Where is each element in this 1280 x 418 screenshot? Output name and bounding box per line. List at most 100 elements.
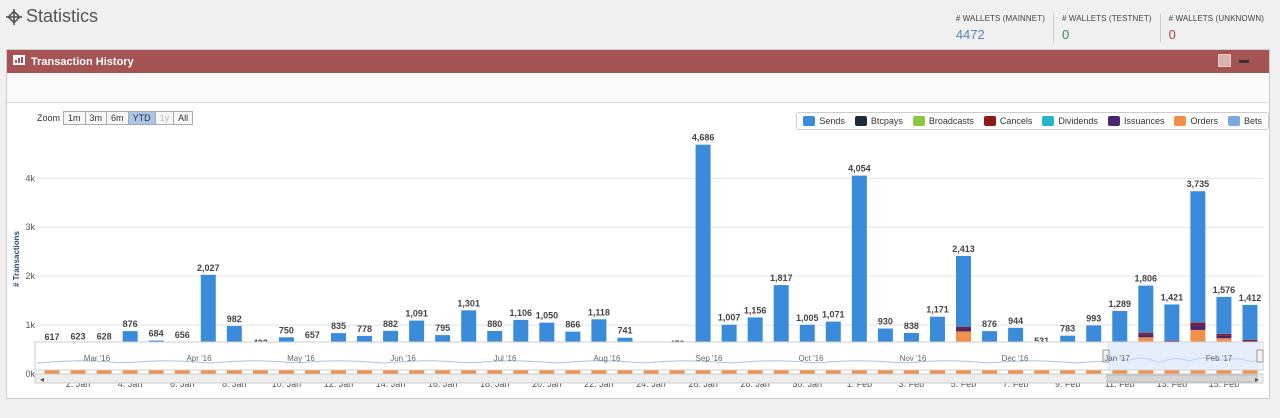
legend-label: Bets <box>1243 116 1262 126</box>
wallet-stat-value: 4472 <box>955 27 985 42</box>
legend-item-dividends[interactable]: Dividends <box>1042 116 1098 126</box>
widget-collapse-button[interactable] <box>1239 60 1249 63</box>
data-label: 882 <box>383 319 398 329</box>
data-label: 617 <box>45 332 60 342</box>
y-axis-title: # Transactions <box>12 230 21 287</box>
data-label: 1,806 <box>1135 274 1158 284</box>
legend-label: Orders <box>1190 116 1218 126</box>
x-tick-label: 1. Feb <box>847 379 873 389</box>
wallet-stat-label: # WALLETS (UNKNOWN) <box>1168 14 1264 23</box>
zoom-button-ytd[interactable]: YTD <box>127 111 156 125</box>
navigator-handle-left <box>1102 349 1110 363</box>
bar-sends <box>773 285 789 342</box>
data-label: 795 <box>435 323 450 333</box>
data-label: 778 <box>357 324 372 334</box>
x-tick-label: 7. Feb <box>1003 379 1029 389</box>
data-label: 1,118 <box>588 307 610 317</box>
page-title: Statistics <box>6 6 98 27</box>
transaction-history-widget: Transaction History Zoom 1m 3m 6m YTD 1y… <box>6 49 1270 399</box>
x-tick-label: 26. Jan <box>688 379 718 389</box>
x-tick-label: 13. Feb <box>1157 379 1188 389</box>
zoom-bar: Zoom 1m 3m 6m YTD 1y All <box>37 111 194 125</box>
bar-sends <box>1190 191 1206 323</box>
scrollbar-left-arrow: ◂ <box>40 375 44 384</box>
legend-label: Btcpays <box>870 116 903 126</box>
navigator-label: Jun '16 <box>390 354 416 363</box>
bar-sends <box>956 255 972 328</box>
legend-item-orders[interactable]: Orders <box>1174 116 1218 126</box>
data-label: 657 <box>305 330 320 340</box>
bar-cancels <box>1242 339 1258 341</box>
bar-sends <box>1216 296 1232 334</box>
bar-issuances <box>1216 335 1232 339</box>
data-label: 1,171 <box>926 305 949 315</box>
legend-label: Cancels <box>999 116 1033 126</box>
widget-title: Transaction History <box>31 55 134 68</box>
legend-item-issuances[interactable]: Issuances <box>1107 116 1165 126</box>
zoom-button-all[interactable]: All <box>173 111 194 125</box>
data-label: 1,412 <box>1239 293 1262 303</box>
legend-swatch <box>983 116 996 126</box>
data-label: 3,735 <box>1187 179 1210 189</box>
data-label: 876 <box>982 319 997 329</box>
data-label: 1,817 <box>770 273 793 283</box>
data-label: 1,289 <box>1109 299 1132 309</box>
data-label: 656 <box>175 330 190 340</box>
legend-swatch <box>1107 116 1120 126</box>
legend-item-bets[interactable]: Bets <box>1227 116 1262 126</box>
bar-issuances <box>1138 334 1154 338</box>
data-label: 628 <box>97 331 112 341</box>
data-label: 993 <box>1086 313 1101 323</box>
zoom-button-1y[interactable]: 1y <box>154 111 175 125</box>
x-tick-label: 10. Jan <box>272 379 302 389</box>
zoom-button-3m[interactable]: 3m <box>84 111 108 125</box>
navigator-label: Jan '17 <box>1104 354 1130 363</box>
widget-tools <box>1218 54 1249 67</box>
chart-area: Zoom 1m 3m 6m YTD 1y All Sends Btcpays Bro… <box>7 104 1269 398</box>
x-tick-label: 18. Jan <box>480 379 510 389</box>
data-label: 838 <box>904 321 919 331</box>
zoom-button-1m[interactable]: 1m <box>63 111 86 125</box>
navigator-label: Dec '16 <box>1002 354 1029 363</box>
y-tick-label: 1k <box>25 320 35 330</box>
data-label: 1,091 <box>405 309 428 319</box>
legend-item-broadcasts[interactable]: Broadcasts <box>912 116 974 126</box>
legend-item-cancels[interactable]: Cancels <box>983 116 1033 126</box>
bar-sends <box>929 316 945 348</box>
legend-label: Dividends <box>1058 116 1098 126</box>
legend-label: Issuances <box>1123 116 1165 126</box>
x-tick-label: 11. Feb <box>1105 379 1135 389</box>
data-label: 531 <box>1034 336 1049 346</box>
widget-expand-button[interactable] <box>1218 54 1231 67</box>
legend-swatch <box>1042 116 1055 126</box>
wallet-stat-value: 0 <box>1168 27 1176 42</box>
navigator-frame <box>34 341 1264 371</box>
data-label: 930 <box>878 316 893 326</box>
y-tick-label: 2k <box>25 271 35 281</box>
data-label: 1,301 <box>457 298 480 308</box>
bar-sends <box>1164 304 1180 341</box>
data-label: 944 <box>1008 316 1023 326</box>
x-tick-label: 14. Jan <box>376 379 406 389</box>
legend-item-sends[interactable]: Sends <box>803 116 845 126</box>
navigator-label: Apr '16 <box>186 354 212 363</box>
data-label: 741 <box>617 326 632 336</box>
zoom-button-6m[interactable]: 6m <box>106 111 129 125</box>
data-label: 1,050 <box>536 311 559 321</box>
data-label: 623 <box>71 332 86 342</box>
x-tick-label: 24. Jan <box>636 379 666 389</box>
wallet-stat-value: 0 <box>1061 27 1070 42</box>
legend-item-btcpays[interactable]: Btcpays <box>854 116 903 126</box>
x-tick-label: 6. Jan <box>170 379 195 389</box>
navigator-label: Oct '16 <box>798 354 824 363</box>
data-label: 4,686 <box>692 133 715 143</box>
data-label: 1,005 <box>796 313 819 323</box>
navigator-label: Sep '16 <box>696 354 723 363</box>
legend-swatch <box>1227 116 1240 126</box>
wallet-stat-label: # WALLETS (MAINNET) <box>955 14 1045 23</box>
navigator-label: Nov '16 <box>900 354 927 363</box>
data-label: 866 <box>565 320 580 330</box>
bar-issuances <box>956 328 972 332</box>
x-tick-label: 15. Feb <box>1209 379 1240 389</box>
wallet-stat-testnet: # WALLETS (TESTNET) 0 <box>1052 14 1160 42</box>
